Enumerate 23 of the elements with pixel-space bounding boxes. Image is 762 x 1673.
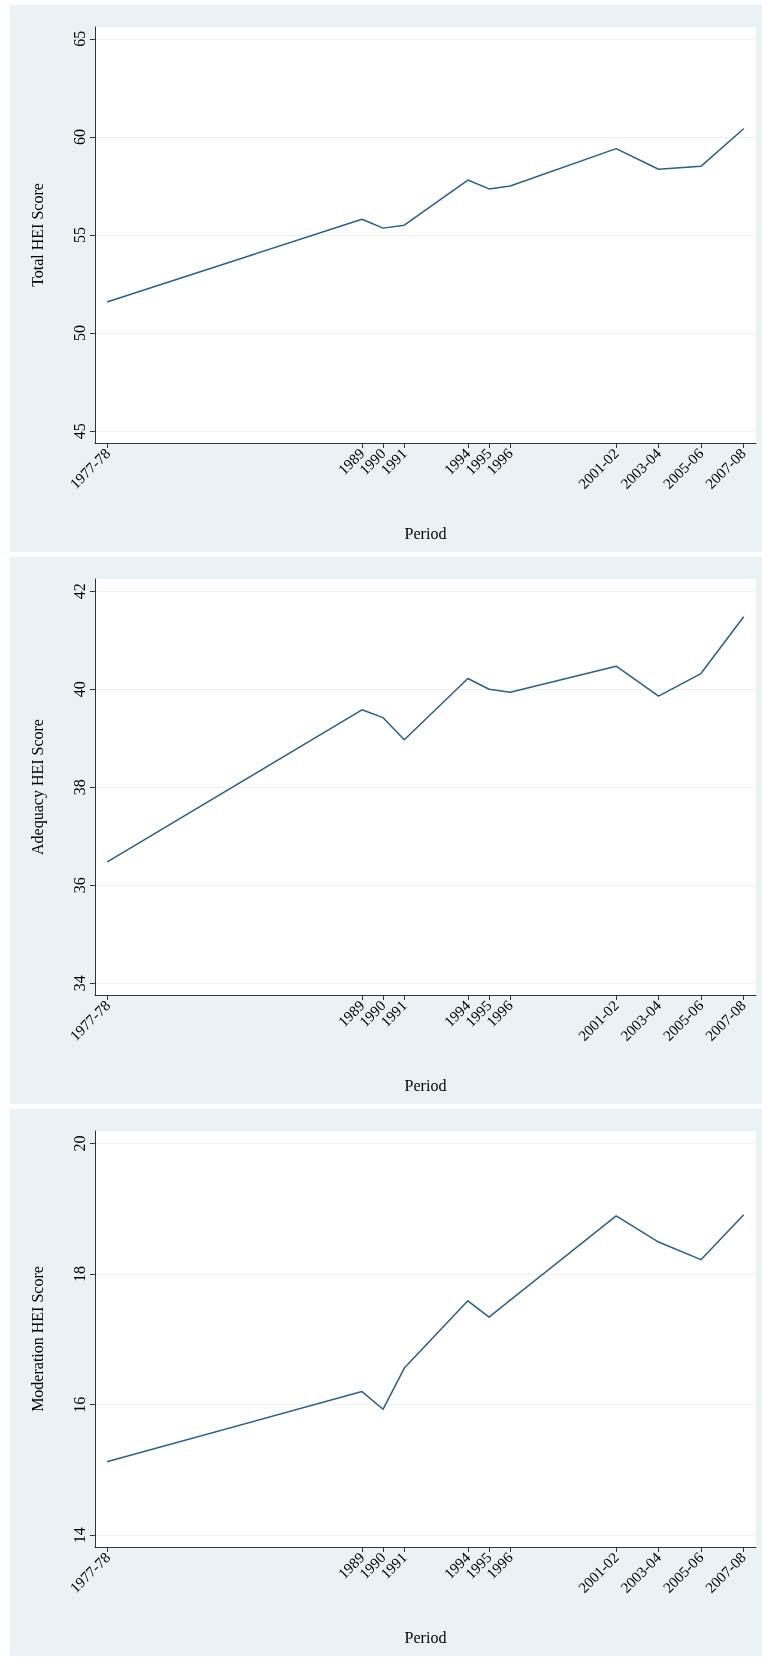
y-axis-title: Adequacy HEI Score [28,719,47,855]
y-tick-label: 36 [70,877,88,894]
y-tick-label: 55 [70,227,88,243]
y-tick-label: 18 [70,1266,88,1283]
y-tick-label: 65 [70,30,88,47]
y-tick-label: 34 [70,975,88,992]
y-tick-label: 40 [70,681,88,698]
y-tick-label: 14 [70,1527,88,1544]
y-axis-title: Moderation HEI Score [28,1266,46,1412]
x-axis-title: Period [404,1076,447,1094]
y-tick-label: 20 [70,1135,88,1152]
x-axis-title: Period [404,524,447,542]
y-tick-label: 50 [70,325,88,342]
line-series [106,1214,745,1463]
line-series [106,616,745,863]
y-tick-label: 16 [70,1396,88,1413]
x-axis-title: Period [404,1628,447,1646]
y-tick-label: 38 [70,779,88,796]
line-series [106,128,745,303]
y-axis-title: Total HEI Score [28,183,46,287]
y-tick-label: 60 [70,128,88,145]
y-tick-label: 45 [70,423,88,440]
y-tick-label: 42 [70,583,88,600]
